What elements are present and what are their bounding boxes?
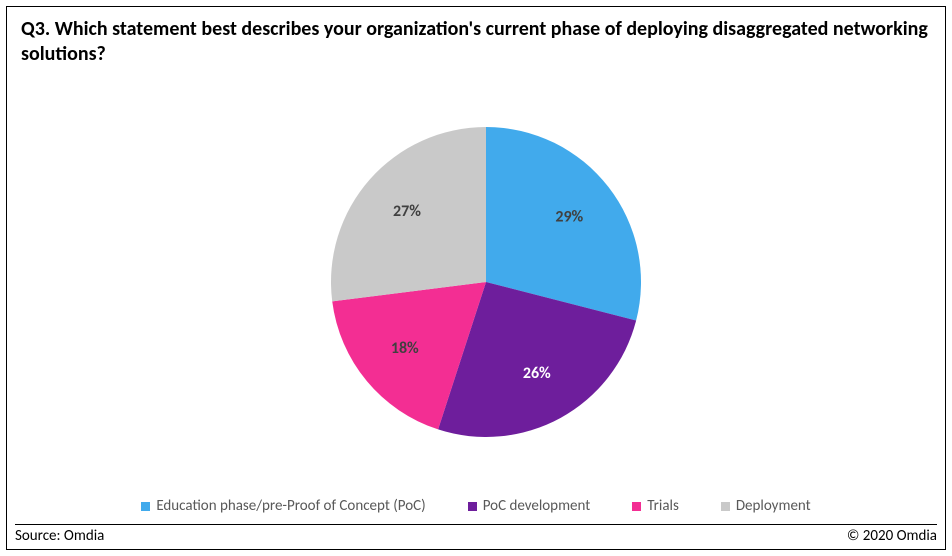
legend-label: Trials: [647, 497, 679, 515]
legend: Education phase/pre-Proof of Concept (Po…: [7, 497, 945, 515]
chart-title: Q3. Which statement best describes your …: [21, 17, 931, 67]
slice-label: 26%: [523, 364, 551, 383]
legend-swatch: [632, 502, 641, 511]
legend-item: Trials: [632, 497, 679, 515]
legend-swatch: [468, 502, 477, 511]
legend-label: PoC development: [483, 497, 591, 515]
slice-label: 18%: [391, 339, 419, 358]
copyright-text: © 2020 Omdia: [847, 527, 937, 545]
chart-area: 29% 26% 18% 27%: [7, 89, 945, 475]
slice-label: 27%: [393, 202, 421, 221]
pie-chart: 29% 26% 18% 27%: [311, 107, 661, 457]
legend-swatch: [721, 502, 730, 511]
footer: Source: Omdia © 2020 Omdia: [15, 524, 937, 545]
legend-item: PoC development: [468, 497, 591, 515]
slice-label: 29%: [555, 207, 583, 226]
source-text: Source: Omdia: [15, 527, 104, 545]
legend-label: Education phase/pre-Proof of Concept (Po…: [156, 497, 425, 515]
legend-swatch: [141, 502, 150, 511]
legend-item: Deployment: [721, 497, 811, 515]
legend-label: Deployment: [736, 497, 811, 515]
legend-item: Education phase/pre-Proof of Concept (Po…: [141, 497, 425, 515]
chart-frame: Q3. Which statement best describes your …: [6, 6, 946, 550]
